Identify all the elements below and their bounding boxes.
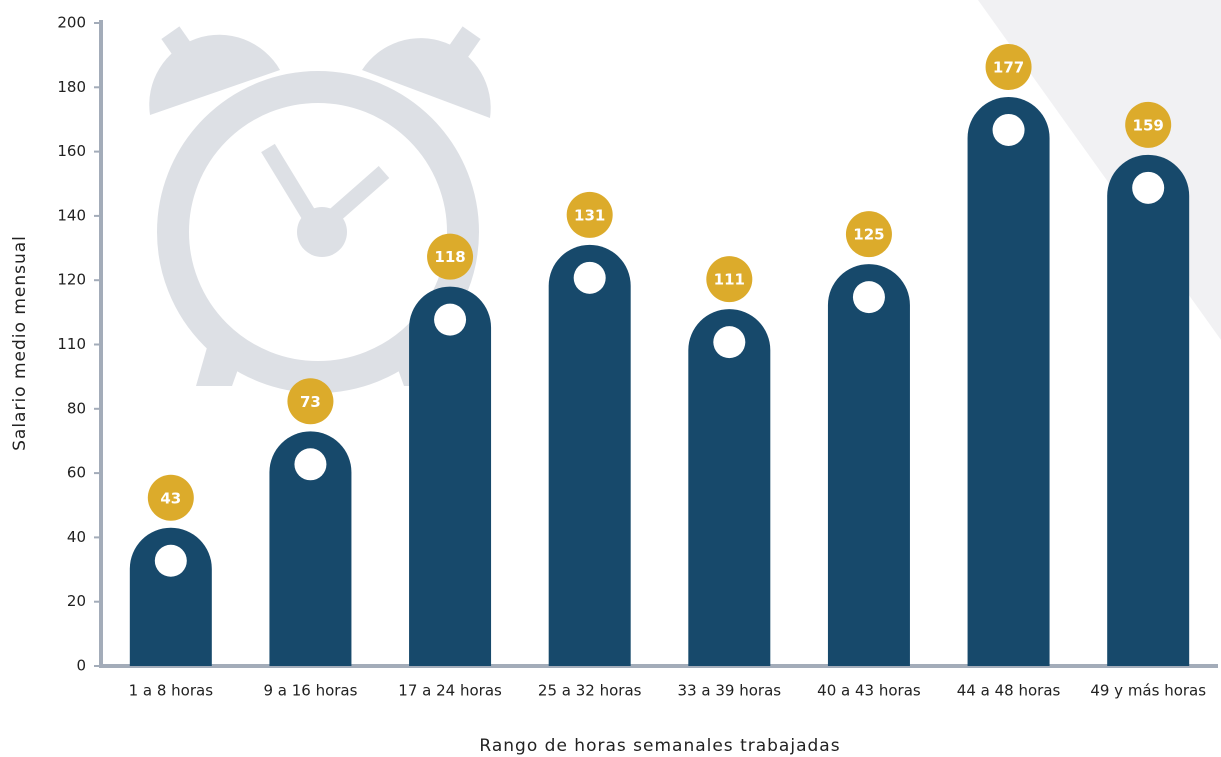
value-label: 159	[1133, 116, 1164, 134]
bar-dot	[993, 114, 1025, 146]
x-axis-title: Rango de horas semanales trabajadas	[479, 736, 840, 756]
bar	[549, 245, 631, 666]
x-tick-label: 1 a 8 horas	[129, 682, 214, 700]
bar-dot	[574, 262, 606, 294]
y-tick-label: 0	[76, 657, 86, 675]
y-tick-label: 40	[67, 528, 86, 546]
value-label: 73	[300, 393, 321, 411]
bar-dot	[434, 304, 466, 336]
bar-dot	[294, 448, 326, 480]
x-tick-label: 33 a 39 horas	[678, 682, 782, 700]
bar-dot	[853, 281, 885, 313]
y-tick-label: 60	[67, 464, 86, 482]
y-tick-label: 180	[57, 78, 86, 96]
value-label: 43	[160, 489, 181, 507]
y-tick-label: 20	[67, 592, 86, 610]
x-tick-label: 44 a 48 horas	[957, 682, 1061, 700]
y-tick-label: 80	[67, 399, 86, 417]
y-axis-title: Salario medio mensual	[10, 235, 30, 451]
y-tick-label: 120	[57, 271, 86, 289]
value-label: 111	[714, 271, 745, 289]
bar	[1107, 155, 1189, 666]
value-label: 118	[434, 248, 465, 266]
bar	[688, 309, 770, 666]
value-label: 131	[574, 206, 605, 224]
bar	[409, 287, 491, 666]
x-tick-label: 49 y más horas	[1090, 682, 1206, 700]
chart: Rango de horas semanales trabajadas Sala…	[0, 0, 1221, 757]
bar	[968, 97, 1050, 666]
value-label: 177	[993, 58, 1024, 76]
value-label: 125	[853, 226, 884, 244]
x-tick-label: 17 a 24 horas	[398, 682, 502, 700]
x-tick-label: 25 a 32 horas	[538, 682, 642, 700]
x-tick-label: 40 a 43 horas	[817, 682, 921, 700]
y-tick-label: 140	[57, 206, 86, 224]
y-tick-label: 160	[57, 142, 86, 160]
bar	[828, 264, 910, 666]
y-tick-label: 110	[57, 335, 86, 353]
bar-dot	[1132, 172, 1164, 204]
bar-dot	[713, 326, 745, 358]
background-decor	[149, 0, 1221, 386]
x-tick-label: 9 a 16 horas	[263, 682, 357, 700]
y-tick-label: 200	[57, 14, 86, 32]
bar-dot	[155, 545, 187, 577]
